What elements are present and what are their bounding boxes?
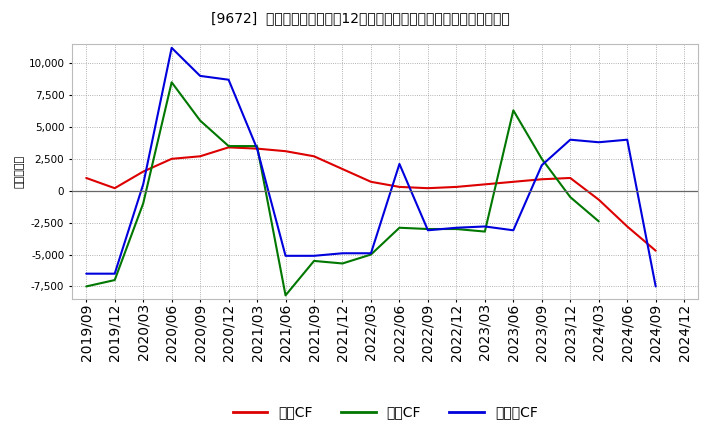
Y-axis label: （百万円）: （百万円） — [14, 155, 24, 188]
Legend: 営業CF, 投資CF, フリーCF: 営業CF, 投資CF, フリーCF — [228, 400, 543, 425]
Text: [9672]  キャッシュフローの12か月移動合計の対前年同期増減額の推移: [9672] キャッシュフローの12か月移動合計の対前年同期増減額の推移 — [211, 11, 509, 25]
